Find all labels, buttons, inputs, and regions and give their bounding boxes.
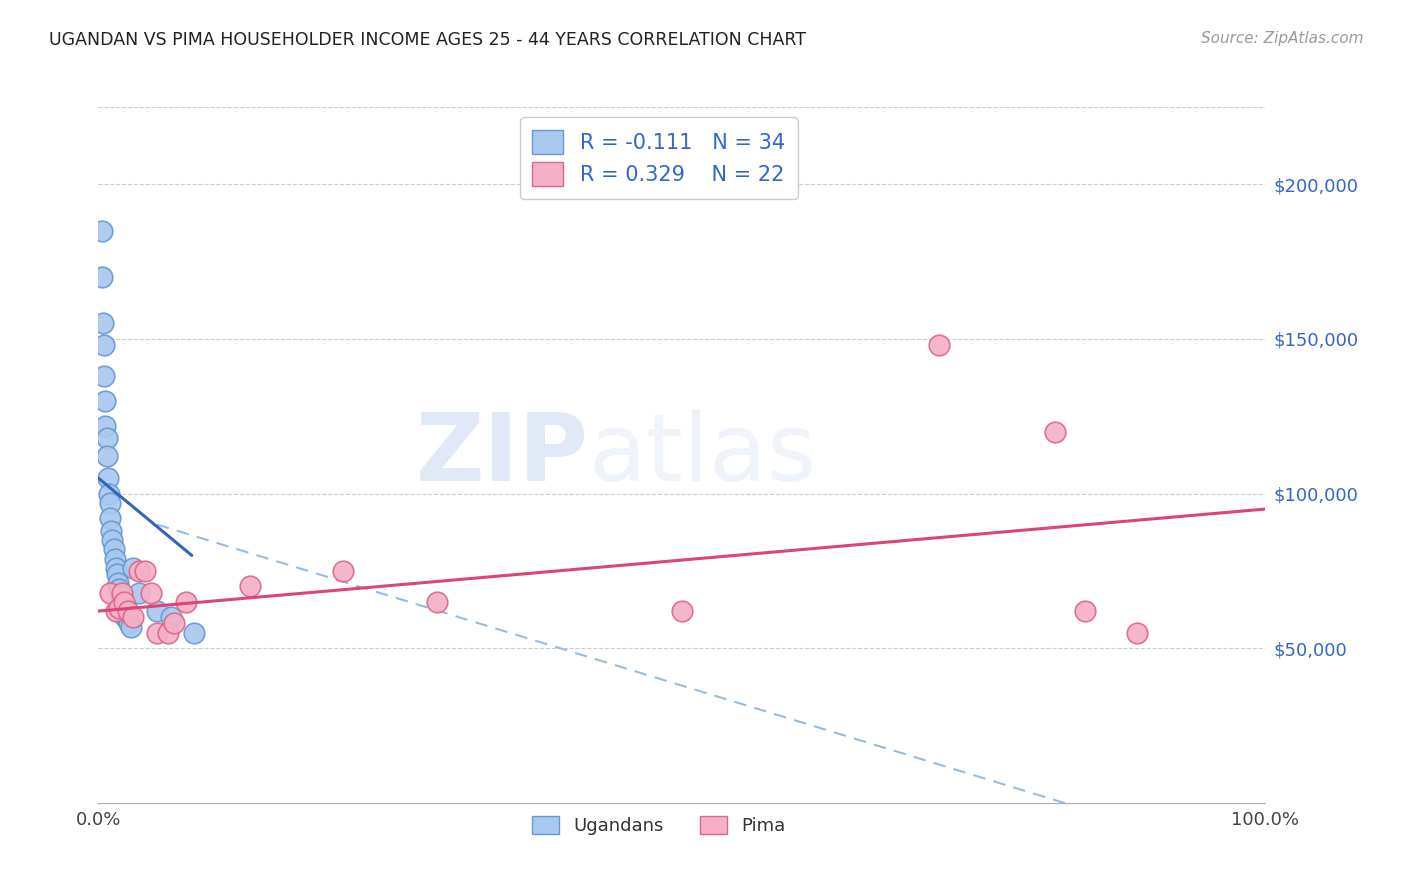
Point bbox=[101, 533, 124, 547]
Point bbox=[128, 564, 150, 578]
Point bbox=[157, 625, 180, 640]
Text: Source: ZipAtlas.com: Source: ZipAtlas.com bbox=[1201, 31, 1364, 46]
Point bbox=[671, 604, 693, 618]
Point bbox=[239, 579, 262, 593]
Point bbox=[159, 610, 181, 624]
Point bbox=[117, 604, 139, 618]
Point bbox=[93, 369, 115, 384]
Point bbox=[134, 564, 156, 578]
Text: ZIP: ZIP bbox=[416, 409, 589, 501]
Point bbox=[103, 542, 125, 557]
Point bbox=[111, 595, 134, 609]
Point bbox=[90, 224, 112, 238]
Point bbox=[332, 564, 354, 578]
Text: atlas: atlas bbox=[589, 409, 817, 501]
Point bbox=[111, 585, 134, 599]
Point bbox=[107, 576, 129, 591]
Point bbox=[139, 585, 162, 599]
Point bbox=[928, 338, 950, 352]
Point bbox=[112, 595, 135, 609]
Point bbox=[90, 270, 112, 285]
Point bbox=[98, 496, 121, 510]
Point bbox=[128, 585, 150, 599]
Point bbox=[114, 610, 136, 624]
Point bbox=[100, 524, 122, 538]
Point bbox=[93, 338, 115, 352]
Point bbox=[174, 595, 197, 609]
Point bbox=[98, 585, 121, 599]
Point bbox=[183, 625, 205, 640]
Point bbox=[117, 613, 139, 627]
Point bbox=[1073, 604, 1095, 618]
Point bbox=[94, 418, 117, 433]
Point bbox=[112, 604, 135, 618]
Point bbox=[104, 561, 127, 575]
Point bbox=[105, 566, 128, 581]
Point bbox=[120, 619, 142, 633]
Point bbox=[104, 604, 127, 618]
Point bbox=[122, 610, 145, 624]
Point bbox=[108, 601, 131, 615]
Point bbox=[96, 431, 118, 445]
Point bbox=[108, 582, 131, 597]
Point bbox=[122, 561, 145, 575]
Point bbox=[98, 511, 121, 525]
Point bbox=[426, 595, 449, 609]
Point bbox=[163, 616, 186, 631]
Point bbox=[110, 589, 132, 603]
Point bbox=[97, 471, 120, 485]
Point bbox=[104, 551, 127, 566]
Legend: Ugandans, Pima: Ugandans, Pima bbox=[524, 809, 793, 842]
Point bbox=[146, 604, 169, 618]
Text: UGANDAN VS PIMA HOUSEHOLDER INCOME AGES 25 - 44 YEARS CORRELATION CHART: UGANDAN VS PIMA HOUSEHOLDER INCOME AGES … bbox=[49, 31, 806, 49]
Point bbox=[111, 601, 134, 615]
Point bbox=[97, 486, 120, 500]
Point bbox=[96, 450, 118, 464]
Point bbox=[91, 317, 114, 331]
Point bbox=[1126, 625, 1149, 640]
Point bbox=[146, 625, 169, 640]
Point bbox=[1045, 425, 1067, 439]
Point bbox=[118, 616, 141, 631]
Point bbox=[94, 393, 117, 408]
